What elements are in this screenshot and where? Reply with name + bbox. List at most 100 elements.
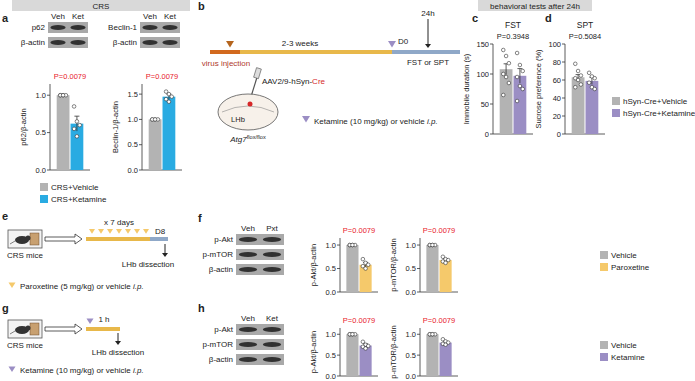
data-point bbox=[515, 75, 519, 79]
y-tick bbox=[337, 292, 340, 293]
data-point bbox=[573, 62, 577, 66]
x-axis bbox=[420, 376, 458, 377]
blot-band bbox=[142, 25, 157, 30]
axis-label: Beclin-1/β-actin bbox=[111, 101, 120, 153]
subject: CRS mice bbox=[7, 251, 44, 260]
p-value: P=0.5084 bbox=[569, 32, 601, 41]
blot-band bbox=[263, 252, 281, 257]
marks bbox=[426, 332, 451, 376]
tick-label: 80 bbox=[553, 58, 561, 67]
error-bar bbox=[76, 116, 77, 131]
x-axis bbox=[50, 170, 90, 171]
axis-label: Sucrose preference (%) bbox=[534, 49, 543, 129]
cage bbox=[8, 230, 42, 248]
row-label: p-mTOR bbox=[202, 250, 233, 259]
error-bar bbox=[506, 64, 507, 75]
blot-strip bbox=[236, 264, 284, 275]
bar bbox=[149, 119, 162, 170]
y-tick bbox=[139, 94, 142, 95]
x-axis bbox=[420, 292, 458, 293]
blot-band bbox=[70, 25, 85, 30]
tick-label: 0.5 bbox=[326, 351, 336, 360]
treatment-marker bbox=[388, 41, 396, 47]
data-point bbox=[515, 99, 519, 103]
legend-swatch bbox=[40, 183, 48, 191]
blot-band bbox=[142, 40, 157, 45]
data-point bbox=[167, 100, 171, 104]
wait: 1 h bbox=[98, 315, 109, 324]
data-point bbox=[501, 72, 505, 76]
row-label: β-actin bbox=[21, 38, 45, 47]
data-point bbox=[366, 263, 370, 267]
y-tick bbox=[139, 144, 142, 145]
label: AAV2/9-hSyn-Cre bbox=[262, 77, 326, 86]
panel-letter: b bbox=[198, 0, 205, 12]
x-axis bbox=[340, 292, 378, 293]
virus: virus injection bbox=[202, 59, 250, 68]
arrow bbox=[428, 19, 429, 45]
panel-letter: h bbox=[198, 302, 205, 314]
tick-label: 0.0 bbox=[326, 288, 336, 297]
y-tick bbox=[337, 245, 340, 246]
blot-strip bbox=[48, 37, 88, 48]
label: Ketamine (10 mg/kg) or vehicle i.p. bbox=[314, 117, 438, 126]
tick-label: 0.5 bbox=[406, 351, 416, 360]
marks bbox=[572, 62, 599, 134]
y-tick bbox=[417, 355, 420, 356]
data-point bbox=[431, 243, 435, 247]
row-label: p-Akt bbox=[214, 235, 233, 244]
data-point bbox=[587, 71, 591, 75]
treatment-marker bbox=[9, 367, 16, 373]
tick-label: 100 bbox=[548, 40, 561, 49]
blot-strip bbox=[140, 37, 180, 48]
data-point bbox=[361, 257, 365, 261]
tick-label: 1.0 bbox=[326, 330, 336, 339]
tick-label: 50 bbox=[481, 100, 489, 109]
data-point bbox=[431, 332, 435, 336]
tick-label: 0.5 bbox=[406, 264, 416, 273]
bar bbox=[57, 95, 70, 170]
y-tick bbox=[47, 95, 50, 96]
tick-label: 1.0 bbox=[406, 241, 416, 250]
error-cap bbox=[74, 116, 79, 117]
treatment-marker bbox=[98, 229, 104, 234]
p-value: P=0.0079 bbox=[423, 316, 455, 325]
data-point bbox=[364, 347, 368, 351]
x-axis bbox=[493, 134, 533, 135]
mouse-tail bbox=[10, 241, 15, 244]
tick-label: 0.0 bbox=[406, 372, 416, 381]
bar bbox=[346, 334, 358, 376]
y-tick bbox=[337, 268, 340, 269]
y-tick bbox=[562, 134, 565, 135]
legend-swatch bbox=[600, 263, 608, 271]
region: LHb bbox=[231, 115, 245, 124]
data-point bbox=[573, 85, 577, 89]
lane-label: Veh bbox=[241, 224, 255, 233]
axis-label: p-mTOR/β-actin bbox=[389, 325, 398, 378]
y-tick bbox=[139, 119, 142, 120]
data-point bbox=[576, 78, 580, 82]
legend-swatch bbox=[612, 97, 620, 105]
y-tick bbox=[562, 98, 565, 99]
axis-label: p-Akt/β-actin bbox=[309, 331, 318, 373]
marks bbox=[426, 243, 451, 292]
legend-swatch bbox=[600, 353, 608, 361]
figure: abcdefghCRSbehavioral tests after 24hVeh… bbox=[0, 0, 695, 381]
tick-label: 60 bbox=[553, 76, 561, 85]
data-point bbox=[75, 135, 79, 139]
bar bbox=[426, 334, 438, 376]
data-point bbox=[507, 61, 511, 65]
legend-label: hSyn-Cre+Ketamine bbox=[623, 109, 695, 118]
injection-site bbox=[248, 102, 253, 107]
blot-band bbox=[50, 25, 65, 30]
blot-band bbox=[239, 252, 257, 257]
blot-band bbox=[162, 25, 177, 30]
axis-label: p-Akt/β-actin bbox=[309, 244, 318, 286]
marks bbox=[346, 332, 371, 376]
mouse-head bbox=[26, 236, 31, 241]
data-point bbox=[446, 258, 450, 262]
timeline bbox=[150, 237, 168, 241]
text-part: i.p. bbox=[133, 282, 144, 291]
data-point bbox=[153, 118, 157, 122]
text-part: i.p. bbox=[427, 117, 438, 126]
